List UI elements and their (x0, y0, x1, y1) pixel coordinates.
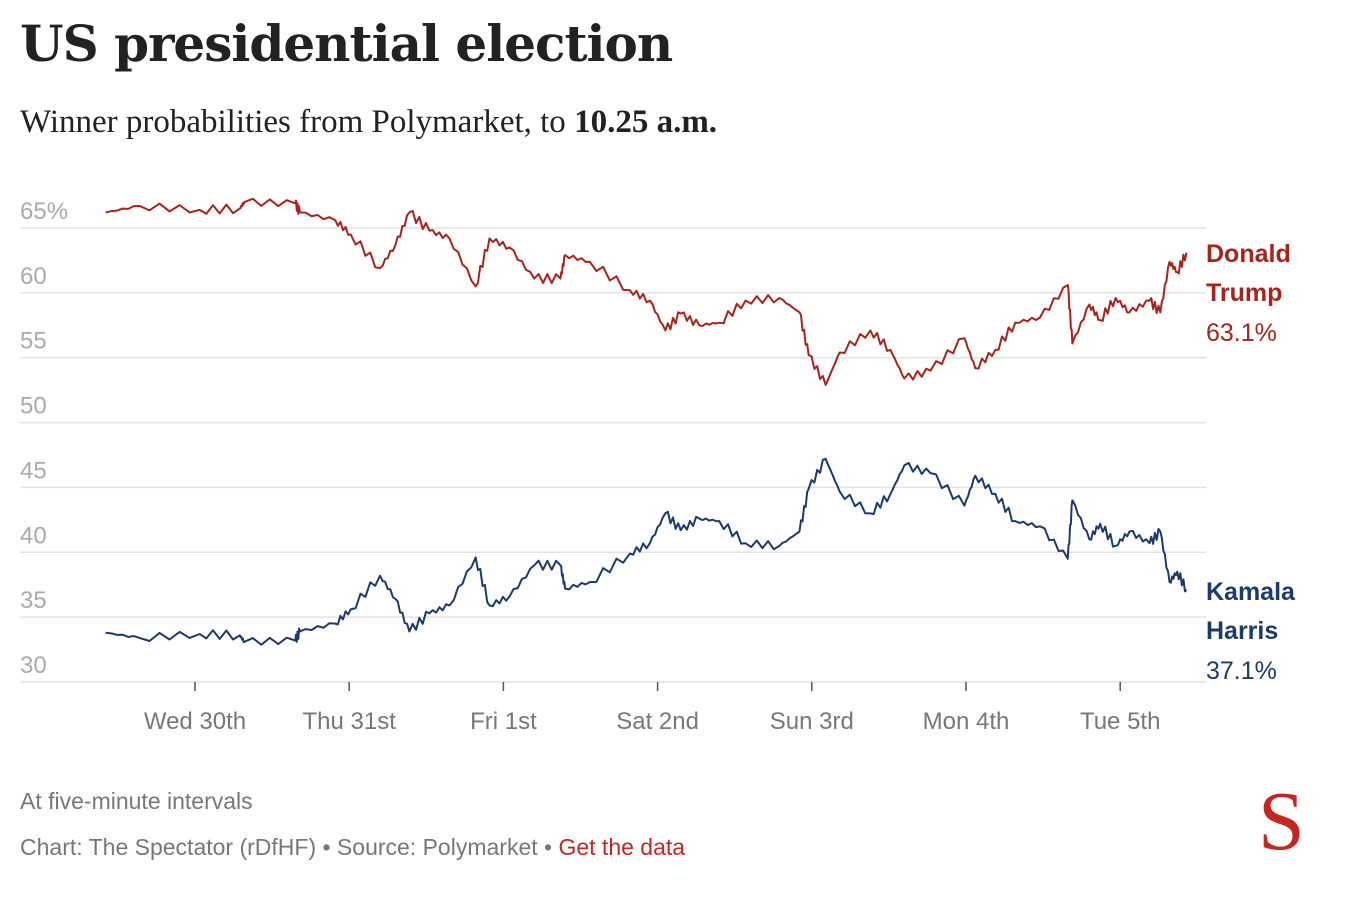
y-tick-label: 40 (20, 522, 47, 549)
get-data-link[interactable]: Get the data (558, 834, 686, 860)
y-tick-label: 30 (20, 652, 47, 679)
series-line-harris (105, 457, 1188, 646)
x-tick-label: Mon 4th (923, 708, 1010, 735)
y-tick-label: 55 (20, 328, 47, 355)
series-label-first: Kamala (1206, 578, 1296, 606)
subtitle-text: Winner probabilities from Polymarket, to (20, 104, 575, 140)
series-label-last: Trump (1206, 279, 1282, 307)
x-tick-label: Tue 5th (1080, 708, 1161, 735)
x-tick-label: Sat 2nd (616, 708, 699, 735)
series-final-value: 37.1% (1206, 657, 1277, 685)
y-tick-label: 35 (20, 587, 47, 614)
subtitle: Winner probabilities from Polymarket, to… (20, 104, 717, 141)
chart-credit: Chart: The Spectator (rDfHF) • Source: P… (20, 834, 685, 861)
chart-note: At five-minute intervals (20, 788, 253, 814)
x-tick-label: Fri 1st (470, 708, 537, 735)
x-tick-label: Thu 31st (303, 708, 397, 735)
x-tick-label: Wed 30th (144, 708, 246, 735)
x-tick-label: Sun 3rd (770, 708, 854, 735)
subtitle-time: 10.25 a.m. (574, 104, 718, 140)
spectator-logo: S (1258, 775, 1305, 868)
y-tick-label: 45 (20, 457, 47, 484)
y-tick-label: 60 (20, 263, 47, 290)
page-title: US presidential election (20, 14, 673, 73)
series-label-last: Harris (1206, 617, 1278, 645)
y-tick-label: 65% (20, 198, 68, 225)
y-tick-label: 50 (20, 393, 47, 420)
series-final-value: 63.1% (1206, 319, 1277, 347)
series-line-trump (105, 197, 1188, 386)
series-label-first: Donald (1206, 240, 1291, 268)
credit-text: Chart: The Spectator (rDfHF) • Source: P… (20, 834, 559, 860)
